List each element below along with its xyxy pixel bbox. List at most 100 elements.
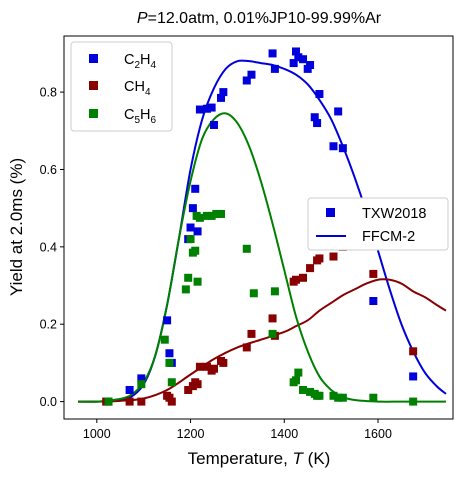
data-point-c5h6-7 (186, 235, 195, 244)
data-point-ch4-16 (242, 343, 251, 352)
data-point-c5h6-16 (217, 209, 226, 218)
data-point-c2h4-13 (207, 103, 216, 112)
data-point-c5h6-12 (195, 213, 204, 222)
y-axis: 0.0 0.2 0.4 0.6 0.8 (40, 86, 64, 409)
data-point-ch4-31 (409, 347, 418, 356)
data-point-c2h4-2 (137, 374, 146, 383)
data-point-c2h4-23 (294, 53, 303, 62)
species-legend-box (70, 41, 173, 132)
data-point-c5h6-6 (184, 273, 193, 282)
data-point-c2h4-30 (329, 142, 338, 151)
data-point-c2h4-3 (163, 316, 172, 325)
data-point-c5h6-0 (104, 397, 113, 406)
data-point-ch4-11 (202, 362, 211, 371)
x-axis-title-main: Temperature, (188, 449, 293, 468)
chart-title: P=12.0atm, 0.01%JP10-99.99%Ar (137, 10, 382, 27)
data-point-ch4-21 (291, 275, 300, 284)
data-point-c5h6-2 (160, 335, 169, 344)
data-point-ch4-30 (369, 269, 378, 278)
data-point-c5h6-9 (191, 246, 200, 255)
data-point-c5h6-28 (315, 391, 324, 400)
data-point-c5h6-24 (299, 385, 308, 394)
data-point-c2h4-28 (313, 119, 322, 128)
style-legend-marker (326, 208, 335, 217)
data-point-c5h6-30 (334, 393, 343, 402)
model-curve-ch4 (78, 278, 447, 403)
x-tick-label-1200: 1200 (177, 427, 205, 441)
data-point-c2h4-10 (193, 227, 202, 236)
x-axis-title-symbol: T (293, 449, 305, 468)
x-tick-label-1000: 1000 (83, 427, 111, 441)
data-point-ch4-1 (125, 397, 134, 406)
data-point-c2h4-17 (242, 76, 251, 85)
data-point-c5h6-18 (249, 289, 258, 298)
data-point-c2h4-7 (186, 223, 195, 232)
data-point-c2h4-26 (306, 61, 315, 70)
data-point-ch4-5 (167, 397, 176, 406)
data-point-c2h4-18 (247, 70, 256, 79)
y-axis-title: Yield at 2.0ms (%) (7, 158, 26, 296)
style-legend-line-label: FFCM-2 (362, 229, 415, 245)
data-point-c2h4-24 (299, 55, 308, 64)
data-point-c5h6-33 (409, 397, 418, 406)
data-point-c5h6-32 (369, 393, 378, 402)
legend-label-c5h6: C5H6 (124, 107, 157, 126)
y-tick-label-1: 0.2 (40, 318, 57, 332)
data-point-c5h6-17 (242, 244, 251, 253)
data-point-c2h4-9 (191, 184, 200, 193)
data-point-c2h4-4 (165, 349, 174, 358)
data-point-c2h4-22 (291, 47, 300, 56)
legend-label-ch4: CH4 (124, 79, 151, 98)
data-point-c5h6-4 (167, 378, 176, 387)
x-axis: 1000 1200 1400 1600 (83, 419, 392, 441)
data-point-c2h4-8 (188, 204, 197, 213)
data-point-c2h4-11 (195, 105, 204, 114)
chart-title-pressure-symbol: P (137, 10, 148, 27)
data-point-ch4-9 (193, 380, 202, 389)
species-legend-entry-ch4: CH4 (89, 79, 151, 98)
style-legend-marker-label: TXW2018 (362, 206, 426, 222)
data-point-c5h6-13 (202, 211, 211, 220)
x-axis-title-unit: (K) (303, 449, 330, 468)
data-point-c2h4-14 (209, 120, 218, 129)
model-curve-c5h6 (78, 112, 446, 403)
y-tick-label-3: 0.6 (40, 163, 57, 177)
y-tick-label-2: 0.4 (40, 240, 57, 254)
data-point-ch4-15 (219, 358, 228, 367)
data-point-c5h6-22 (291, 376, 300, 385)
data-point-c5h6-20 (270, 287, 279, 296)
legend-marker-ch4 (89, 81, 98, 90)
x-tick-label-1600: 1600 (364, 427, 392, 441)
data-point-c5h6-15 (212, 209, 221, 218)
x-axis-title: Temperature, T (K) (188, 449, 331, 468)
data-point-c5h6-11 (193, 277, 202, 286)
species-legend: C2H4 CH4 C5H6 (70, 41, 173, 132)
data-point-c2h4-12 (202, 104, 211, 113)
y-tick-label-4: 0.8 (40, 86, 57, 100)
data-point-c5h6-31 (338, 393, 347, 402)
data-point-c5h6-29 (329, 391, 338, 400)
data-point-c5h6-3 (165, 358, 174, 367)
data-point-c5h6-1 (137, 380, 146, 389)
y-tick-label-0: 0.0 (40, 395, 57, 409)
data-point-c2h4-33 (369, 297, 378, 306)
data-point-c5h6-19 (268, 329, 277, 338)
data-point-ch4-13 (209, 364, 218, 373)
data-point-ch4-10 (195, 362, 204, 371)
data-point-c2h4-19 (268, 49, 277, 58)
data-point-c2h4-31 (334, 107, 343, 116)
species-legend-entry-c5h6: C5H6 (89, 107, 157, 126)
data-point-c2h4-20 (270, 64, 279, 73)
data-point-ch4-27 (329, 252, 338, 261)
style-legend: TXW2018 FFCM-2 (307, 197, 449, 251)
data-point-c2h4-15 (217, 93, 226, 102)
data-point-c5h6-5 (181, 285, 190, 294)
legend-marker-c2h4 (89, 54, 98, 63)
data-point-c2h4-32 (338, 144, 347, 153)
chart-title-conditions: =12.0atm, 0.01%JP10-99.99%Ar (148, 10, 382, 27)
data-point-c2h4-21 (289, 59, 298, 68)
data-point-ch4-17 (247, 329, 256, 338)
data-point-ch4-23 (306, 264, 315, 273)
legend-label-c2h4: C2H4 (124, 52, 157, 71)
